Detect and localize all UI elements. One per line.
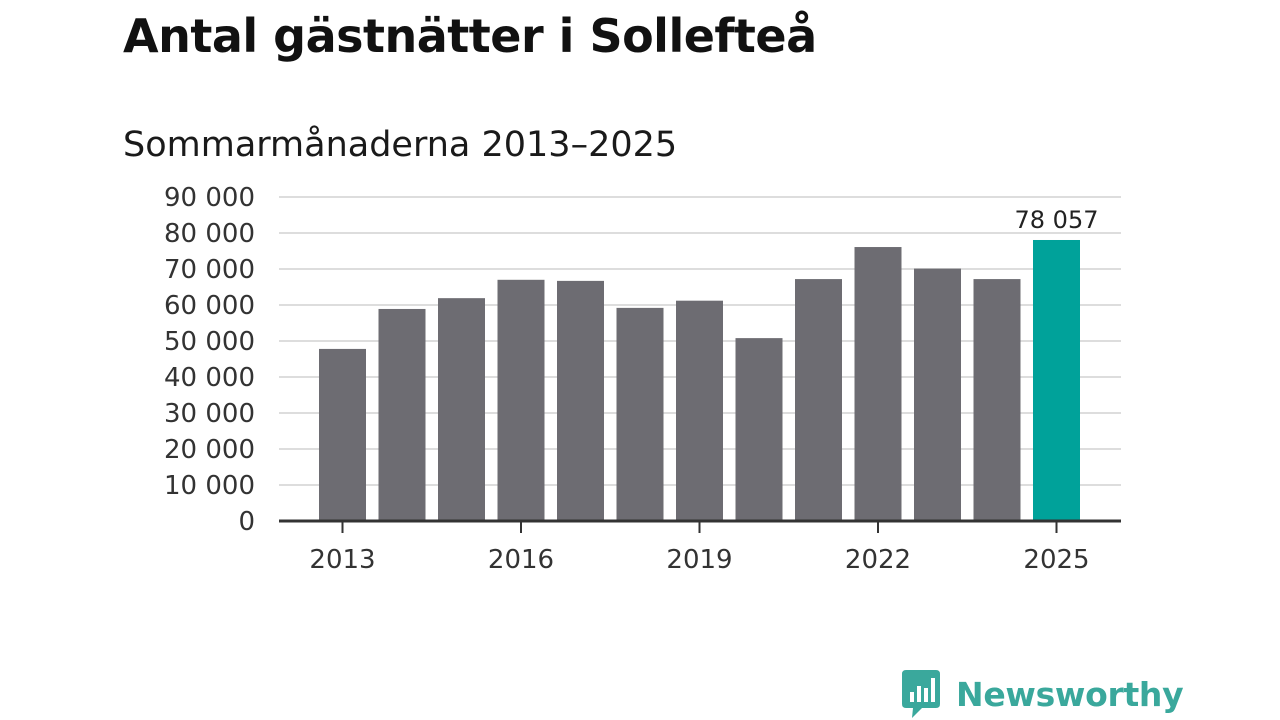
- bar-2020: [735, 338, 783, 521]
- y-tick-label: 20 000: [164, 435, 255, 465]
- bar-chart: 0 10 000 20 000 30 000 40 000 50 000 60 000 70 …: [164, 183, 1121, 575]
- y-tick-label: 70 000: [164, 255, 255, 285]
- bar-2022: [854, 247, 902, 522]
- bar-2014: [378, 308, 426, 521]
- chart-title: Antal gästnätter i Sollefteå: [123, 9, 817, 63]
- newsworthy-logo-icon: [902, 670, 940, 718]
- bar-2021: [795, 279, 842, 521]
- bar-2018: [616, 307, 664, 521]
- bar-2024: [973, 279, 1021, 521]
- x-tick-label: 2016: [488, 545, 554, 575]
- y-tick-label: 0: [238, 507, 255, 537]
- y-tick-label: 40 000: [164, 363, 255, 393]
- y-tick-label: 80 000: [164, 219, 255, 249]
- x-tick-label: 2019: [666, 545, 732, 575]
- bar-2023: [914, 268, 961, 521]
- bar-2017: [557, 280, 604, 521]
- bar-2016: [497, 279, 545, 521]
- data-label-2025: 78 057: [1015, 206, 1099, 234]
- x-tick-label: 2025: [1023, 545, 1089, 575]
- bar-2025: [1033, 239, 1080, 521]
- newsworthy-logo: Newsworthy: [900, 668, 1184, 720]
- bar-2013: [319, 348, 366, 521]
- y-tick-label: 50 000: [164, 327, 255, 357]
- x-tick-label: 2022: [845, 545, 911, 575]
- x-tick-label: 2013: [309, 545, 375, 575]
- chart-subtitle: Sommarmånaderna 2013–2025: [123, 125, 678, 165]
- y-tick-label: 10 000: [164, 471, 255, 501]
- y-tick-label: 60 000: [164, 291, 255, 321]
- y-tick-label: 30 000: [164, 399, 255, 429]
- bar-2015: [438, 298, 485, 521]
- y-tick-label: 90 000: [164, 183, 255, 213]
- newsworthy-logo-text: Newsworthy: [956, 674, 1184, 714]
- bar-2019: [676, 300, 723, 521]
